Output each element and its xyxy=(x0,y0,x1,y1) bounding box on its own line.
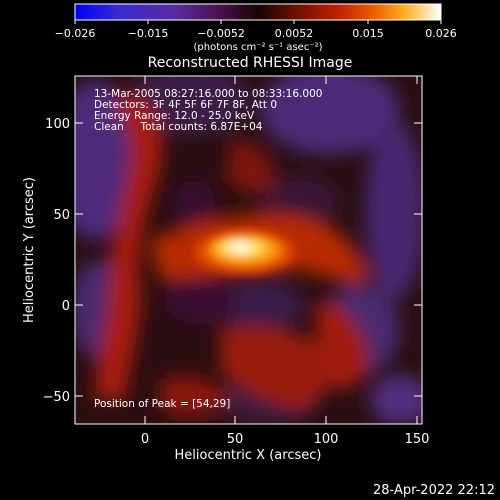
x-axis-label: Heliocentric X (arcsec) xyxy=(175,448,322,463)
timestamp: 28-Apr-2022 22:12 xyxy=(373,483,495,498)
info-detectors: Detectors: 3F 4F 5F 6F 7F 8F, Att 0 xyxy=(94,99,277,111)
colorbar-tick-label: 0.026 xyxy=(425,27,457,40)
colorbar-tick-label: −0.015 xyxy=(128,27,169,40)
colorbar-gradient xyxy=(74,3,442,21)
y-tick-label: 50 xyxy=(53,208,70,223)
peak-position-label: Position of Peak = [54,29] xyxy=(94,398,230,410)
y-axis-label: Heliocentric Y (arcsec) xyxy=(22,177,37,323)
x-tick-label: 100 xyxy=(314,432,339,447)
colorbar-tick-label: 0.0052 xyxy=(275,27,314,40)
rhessi-image xyxy=(75,76,422,424)
colorbar: −0.026 −0.015 −0.0052 0.0052 0.015 0.026… xyxy=(55,3,457,53)
x-tick-label: 50 xyxy=(227,432,244,447)
y-tick-label: 100 xyxy=(45,117,70,132)
colorbar-unit-label: (photons cm⁻² s⁻¹ asec⁻²) xyxy=(193,42,322,53)
colorbar-tick-label: 0.015 xyxy=(352,27,384,40)
plot-frame xyxy=(74,75,423,425)
x-tick-label: 150 xyxy=(405,432,430,447)
info-time-range: 13-Mar-2005 08:27:16.000 to 08:33:16.000 xyxy=(94,88,322,100)
x-tick-label: 0 xyxy=(141,432,149,447)
plot-title: Reconstructed RHESSI Image xyxy=(148,55,353,71)
y-tick-label: 0 xyxy=(62,299,70,314)
observation-info: 13-Mar-2005 08:27:16.000 to 08:33:16.000… xyxy=(94,88,322,133)
x-axis-ticks xyxy=(144,76,418,424)
colorbar-tick-label: −0.026 xyxy=(55,27,96,40)
info-energy-range: Energy Range: 12.0 - 25.0 keV xyxy=(94,110,255,122)
colorbar-tick-label: −0.0052 xyxy=(197,27,245,40)
y-tick-label: −50 xyxy=(43,390,70,405)
y-axis-ticks xyxy=(75,122,422,397)
info-clean-counts: Clean Total counts: 6.87E+04 xyxy=(94,121,263,133)
